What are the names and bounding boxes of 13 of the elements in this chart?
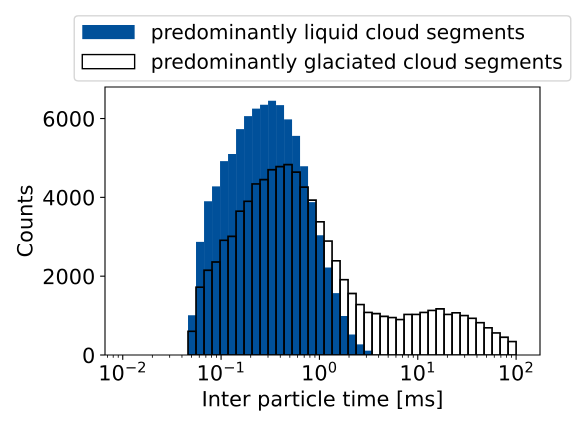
y-axis-title: Counts <box>16 186 33 256</box>
y-tick-label: 2000 <box>44 268 94 284</box>
y-tick-label: 0 <box>83 347 94 364</box>
x-tick-label: 10$^{−2}$ <box>100 362 146 381</box>
y-tick-label: 4000 <box>43 190 94 206</box>
x-tick-label: 10$^{1}$ <box>402 362 434 381</box>
legend-label: predominantly glaciated cloud segments <box>152 53 562 73</box>
legend-label: predominantly liquid cloud segments <box>152 24 524 44</box>
x-tick-label: 10$^{2}$ <box>500 362 532 381</box>
x-tick-label: 10$^{0}$ <box>303 362 336 381</box>
x-axis-title: Inter particle time [ms] <box>204 390 442 411</box>
x-tick-label: 10$^{−1}$ <box>198 362 244 381</box>
y-tick-label: 6000 <box>44 110 94 127</box>
